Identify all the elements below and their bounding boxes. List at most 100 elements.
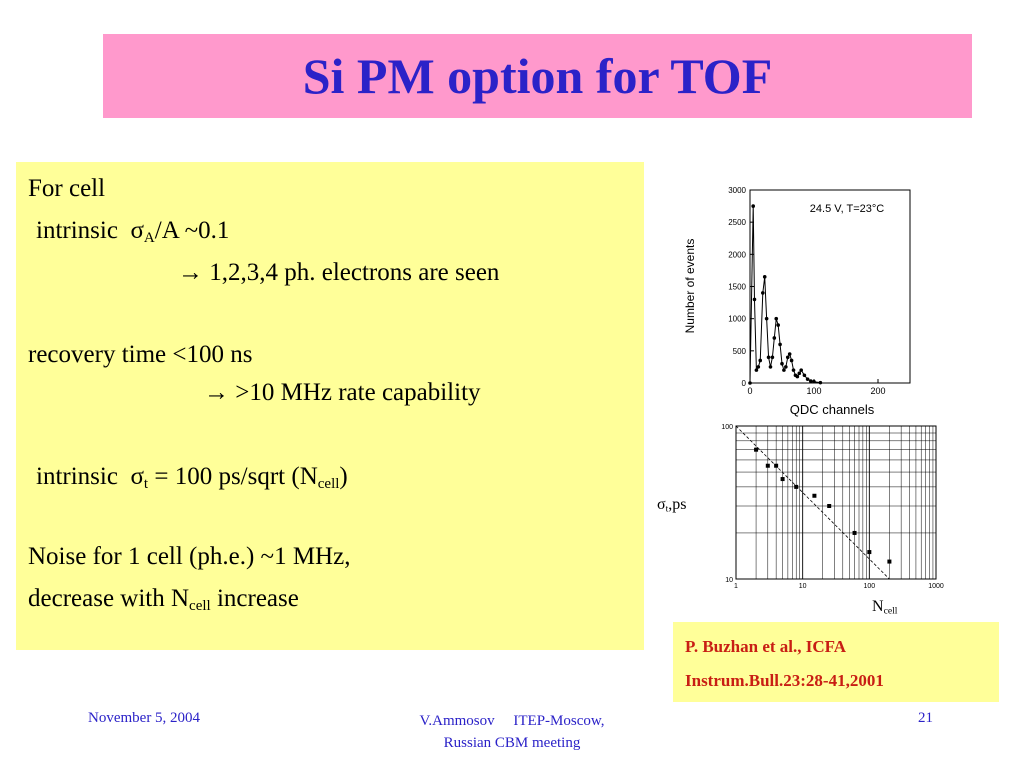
photoelectrons-text: 1,2,3,4 ph. electrons are seen bbox=[209, 259, 500, 286]
data-point bbox=[764, 316, 769, 321]
y-axis-label-sigma: σt,ps bbox=[657, 496, 687, 514]
data-point bbox=[827, 504, 832, 509]
data-point bbox=[748, 381, 752, 385]
data-point bbox=[756, 365, 761, 369]
footer-author-line-1: V.Ammosov ITEP-Moscow, bbox=[419, 713, 605, 729]
footer-author-line-2: Russian CBM meeting bbox=[443, 735, 581, 751]
data-point bbox=[809, 379, 813, 383]
data-point bbox=[766, 355, 771, 360]
arrow-right-icon: → bbox=[204, 379, 229, 406]
y-tick-label: 3000 bbox=[728, 186, 746, 195]
y-tick-label: 2000 bbox=[728, 250, 746, 259]
qdc-histogram-chart: 24.5 V, T=23°C QDC channels Number of ev… bbox=[683, 186, 911, 417]
data-point bbox=[768, 365, 773, 369]
data-point bbox=[805, 377, 810, 381]
data-point bbox=[762, 275, 767, 279]
data-point bbox=[761, 291, 765, 295]
sigma-symbol: σ bbox=[657, 496, 666, 513]
x-tick-label: 200 bbox=[870, 386, 885, 396]
data-point bbox=[758, 358, 763, 363]
slide-title: Si PM option for TOF bbox=[302, 48, 773, 104]
data-point bbox=[782, 368, 786, 372]
sigma-symbol: σ bbox=[130, 463, 144, 490]
ncell-subscript: cell bbox=[189, 597, 211, 614]
rate-capability-text: >10 MHz rate capability bbox=[235, 379, 481, 406]
data-point bbox=[797, 371, 802, 376]
data-point bbox=[818, 380, 823, 385]
data-point bbox=[780, 361, 784, 366]
reference-line-1: P. Buzhan et al., ICFA bbox=[685, 637, 847, 656]
text-line-7: Noise for 1 cell (ph.e.) ~1 MHz, bbox=[28, 544, 350, 569]
data-point bbox=[780, 477, 785, 482]
data-point bbox=[778, 342, 782, 347]
fit-line bbox=[735, 425, 890, 580]
y-tick-label: 1500 bbox=[728, 283, 746, 292]
ncell-symbol: N bbox=[872, 598, 884, 615]
y-axis-label: Number of events bbox=[683, 239, 697, 334]
content-box: For cell intrinsic σA/A ~0.1 → 1,2,3,4 p… bbox=[16, 162, 644, 650]
data-point bbox=[776, 323, 780, 327]
sigma-subscript: A bbox=[143, 229, 155, 246]
footer-date: November 5, 2004 bbox=[88, 710, 201, 726]
data-point bbox=[754, 447, 759, 452]
text-line-5: → >10 MHz rate capability bbox=[204, 380, 481, 405]
data-point bbox=[785, 355, 790, 360]
y-tick-label: 1000 bbox=[728, 315, 746, 324]
data-point bbox=[784, 365, 788, 369]
close-paren: ) bbox=[339, 463, 348, 490]
x-tick-label: 1 bbox=[734, 583, 738, 588]
data-point bbox=[789, 358, 794, 363]
plot-frame bbox=[735, 425, 937, 580]
data-point bbox=[751, 204, 755, 208]
y-tick-label: 10 bbox=[725, 577, 733, 584]
increase-text: increase bbox=[216, 585, 299, 612]
data-point bbox=[852, 530, 857, 535]
data-point bbox=[887, 559, 892, 564]
data-point bbox=[812, 379, 816, 384]
sigma-ratio-value: /A ~0.1 bbox=[154, 217, 230, 244]
ncell-subscript: cell bbox=[317, 475, 340, 492]
data-point bbox=[752, 297, 757, 302]
x-tick-label: 0 bbox=[747, 386, 752, 396]
footer-author: V.Ammosov ITEP-Moscow, Russian CBM meeti… bbox=[372, 710, 652, 754]
data-point bbox=[867, 550, 872, 555]
decrease-text: decrease with N bbox=[28, 585, 190, 612]
time-resolution-formula: = 100 ps/sqrt (N bbox=[154, 463, 318, 490]
x-tick-label: 100 bbox=[806, 386, 821, 396]
reference-box: P. Buzhan et al., ICFA Instrum.Bull.23:2… bbox=[673, 622, 999, 702]
sigma-subscript: t bbox=[143, 475, 149, 492]
text-line-8: decrease with Ncell increase bbox=[28, 586, 299, 614]
text-line-4: recovery time <100 ns bbox=[28, 342, 252, 367]
reference-line-2: Instrum.Bull.23:28-41,2001 bbox=[685, 671, 884, 690]
sigma-subscript: t bbox=[665, 503, 669, 515]
arrow-right-icon: → bbox=[178, 259, 203, 286]
intrinsic-label: intrinsic bbox=[36, 217, 118, 244]
sigma-symbol: σ bbox=[130, 217, 144, 244]
y-tick-label: 0 bbox=[742, 379, 747, 388]
x-axis-label-ncell: Ncell bbox=[872, 598, 897, 616]
text-line-1: For cell bbox=[28, 176, 105, 201]
y-tick-label: 500 bbox=[733, 347, 747, 356]
intrinsic-label: intrinsic bbox=[36, 463, 118, 490]
footer-page-number: 21 bbox=[918, 710, 933, 726]
x-axis-label: QDC channels bbox=[790, 402, 875, 417]
data-point bbox=[794, 484, 799, 489]
x-tick-label: 1000 bbox=[928, 583, 944, 588]
noise-text: Noise for 1 cell (ph.e.) ~1 MHz, bbox=[28, 543, 351, 570]
text-line-3: → 1,2,3,4 ph. electrons are seen bbox=[178, 260, 499, 285]
data-point bbox=[765, 463, 770, 468]
recovery-time-text: recovery time <100 ns bbox=[28, 341, 253, 368]
y-tick-label: 100 bbox=[721, 424, 733, 431]
data-point bbox=[812, 493, 817, 498]
data-point bbox=[774, 463, 779, 468]
x-tick-label: 100 bbox=[863, 583, 875, 588]
text-line-6: intrinsic σt = 100 ps/sqrt (Ncell) bbox=[36, 464, 348, 492]
data-point bbox=[774, 316, 779, 321]
chart-annotation: 24.5 V, T=23°C bbox=[810, 203, 884, 215]
data-point bbox=[787, 352, 792, 356]
plot-frame bbox=[749, 189, 911, 384]
ncell-subscript: cell bbox=[883, 605, 898, 617]
data-point bbox=[791, 368, 796, 372]
data-point bbox=[799, 368, 803, 372]
